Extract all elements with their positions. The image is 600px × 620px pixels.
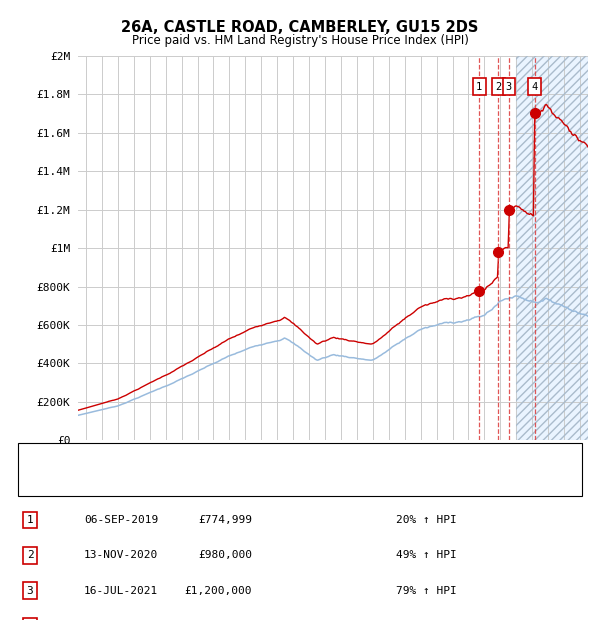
Text: £980,000: £980,000 [198,551,252,560]
Text: 2: 2 [495,82,502,92]
Text: 1: 1 [476,82,482,92]
Text: 06-SEP-2019: 06-SEP-2019 [84,515,158,525]
Text: 79% ↑ HPI: 79% ↑ HPI [396,586,457,596]
Bar [516,56,588,440]
Bar [516,56,588,440]
Text: 3: 3 [26,586,34,596]
Text: 26A, CASTLE ROAD, CAMBERLEY, GU15 2DS (detached house): 26A, CASTLE ROAD, CAMBERLEY, GU15 2DS (d… [60,453,385,463]
Text: 49% ↑ HPI: 49% ↑ HPI [396,551,457,560]
Text: 3: 3 [506,82,512,92]
Text: 13-NOV-2020: 13-NOV-2020 [84,551,158,560]
Text: 1: 1 [26,515,34,525]
Text: 16-JUL-2021: 16-JUL-2021 [84,586,158,596]
Text: £1,200,000: £1,200,000 [185,586,252,596]
Text: Price paid vs. HM Land Registry's House Price Index (HPI): Price paid vs. HM Land Registry's House … [131,34,469,46]
Text: 26A, CASTLE ROAD, CAMBERLEY, GU15 2DS: 26A, CASTLE ROAD, CAMBERLEY, GU15 2DS [121,20,479,35]
Text: 2: 2 [26,551,34,560]
Text: 4: 4 [532,82,538,92]
Text: HPI: Average price, detached house, Surrey Heath: HPI: Average price, detached house, Surr… [60,477,322,487]
Text: £774,999: £774,999 [198,515,252,525]
Text: 20% ↑ HPI: 20% ↑ HPI [396,515,457,525]
